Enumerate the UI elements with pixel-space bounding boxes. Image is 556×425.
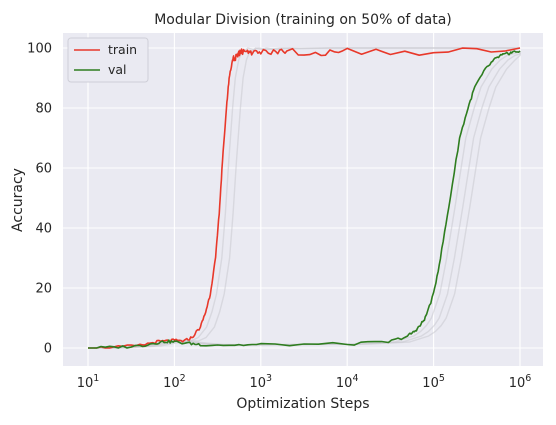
x-tick-label: 104 (336, 373, 359, 391)
y-tick-label: 60 (35, 162, 52, 177)
y-tick-label: 40 (35, 222, 52, 237)
chart-title: Modular Division (training on 50% of dat… (154, 12, 452, 28)
series-line-val (88, 50, 521, 349)
legend-train-label: train (108, 42, 137, 57)
x-axis-label: Optimization Steps (236, 396, 369, 412)
y-tick-label: 0 (44, 342, 52, 357)
series-shadow-train (101, 47, 520, 349)
y-axis-label: Accuracy (10, 168, 26, 232)
plot-background (63, 33, 543, 366)
series-shadow-val (108, 51, 521, 349)
ticks: 101 102 103 104 105 106 0 20 40 60 80 100 (27, 42, 531, 392)
y-tick-label: 100 (27, 42, 52, 57)
legend-box (67, 37, 149, 83)
series-line-train (88, 47, 521, 349)
legend-val-label: val (108, 62, 127, 77)
grid (63, 33, 543, 366)
x-tick-label: 105 (422, 373, 445, 391)
y-tick-label: 20 (35, 282, 52, 297)
x-tick-label: 102 (163, 373, 186, 391)
y-tick-label: 80 (35, 102, 52, 117)
x-tick-label: 103 (250, 373, 273, 391)
x-tick-label: 106 (509, 373, 532, 391)
series-layer (88, 47, 521, 349)
legend: train val (67, 37, 149, 83)
x-tick-label: 101 (77, 373, 100, 391)
